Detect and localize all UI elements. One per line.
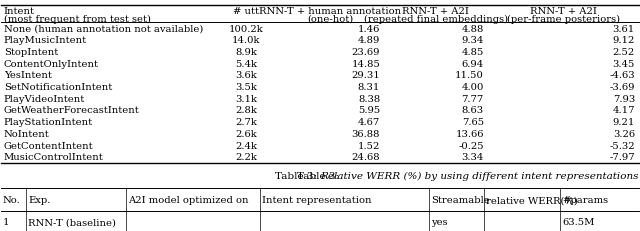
Text: (repeated final embeddings): (repeated final embeddings) bbox=[364, 14, 508, 23]
Text: Relative WERR (%) by using different intent representations (compared to RNN-T A: Relative WERR (%) by using different int… bbox=[320, 171, 640, 180]
Text: Intent representation: Intent representation bbox=[262, 195, 372, 204]
Text: 2.6k: 2.6k bbox=[236, 129, 257, 138]
Text: 11.50: 11.50 bbox=[455, 71, 484, 80]
Text: 1.46: 1.46 bbox=[358, 24, 380, 33]
Text: 1: 1 bbox=[3, 217, 9, 226]
Text: 4.85: 4.85 bbox=[461, 48, 484, 57]
Text: 14.0k: 14.0k bbox=[232, 36, 260, 45]
Text: #params: #params bbox=[562, 195, 608, 204]
Text: 14.85: 14.85 bbox=[351, 59, 380, 68]
Text: 1.52: 1.52 bbox=[358, 141, 380, 150]
Text: 6.94: 6.94 bbox=[461, 59, 484, 68]
Text: 24.68: 24.68 bbox=[351, 152, 380, 161]
Text: GetWeatherForecastIntent: GetWeatherForecastIntent bbox=[4, 106, 140, 115]
Text: 3.34: 3.34 bbox=[461, 152, 484, 161]
Text: 29.31: 29.31 bbox=[351, 71, 380, 80]
Text: 8.38: 8.38 bbox=[358, 94, 380, 103]
Text: NoIntent: NoIntent bbox=[4, 129, 49, 138]
Text: 3.26: 3.26 bbox=[612, 129, 635, 138]
Text: 4.17: 4.17 bbox=[612, 106, 635, 115]
Text: 4.67: 4.67 bbox=[358, 118, 380, 127]
Text: 9.21: 9.21 bbox=[612, 118, 635, 127]
Text: # utt: # utt bbox=[234, 6, 259, 15]
Text: 4.89: 4.89 bbox=[358, 36, 380, 45]
Text: None (human annotation not available): None (human annotation not available) bbox=[4, 24, 204, 33]
Text: StopIntent: StopIntent bbox=[4, 48, 58, 57]
Text: PlayMusicIntent: PlayMusicIntent bbox=[4, 36, 87, 45]
Text: 3.5k: 3.5k bbox=[236, 83, 257, 92]
Text: relative WERR(%): relative WERR(%) bbox=[486, 195, 578, 204]
Text: No.: No. bbox=[3, 195, 20, 204]
Text: 4.00: 4.00 bbox=[461, 83, 484, 92]
Text: 7.77: 7.77 bbox=[461, 94, 484, 103]
Text: 2.4k: 2.4k bbox=[236, 141, 257, 150]
Text: -7.97: -7.97 bbox=[609, 152, 635, 161]
Text: 8.31: 8.31 bbox=[358, 83, 380, 92]
Text: (one-hot): (one-hot) bbox=[307, 14, 353, 23]
Text: 63.5M: 63.5M bbox=[562, 217, 595, 226]
Text: 3.6k: 3.6k bbox=[236, 71, 257, 80]
Text: 2.7k: 2.7k bbox=[236, 118, 257, 127]
Text: MusicControlIntent: MusicControlIntent bbox=[4, 152, 104, 161]
Text: Table 3:: Table 3: bbox=[275, 171, 320, 180]
Text: -5.32: -5.32 bbox=[609, 141, 635, 150]
Text: -0.25: -0.25 bbox=[458, 141, 484, 150]
Text: 7.93: 7.93 bbox=[612, 94, 635, 103]
Text: GetContentIntent: GetContentIntent bbox=[4, 141, 93, 150]
Text: 2.8k: 2.8k bbox=[236, 106, 257, 115]
Text: PlayVideoIntent: PlayVideoIntent bbox=[4, 94, 85, 103]
Text: Table 3:: Table 3: bbox=[298, 171, 342, 180]
Text: Intent: Intent bbox=[4, 6, 35, 15]
Text: 2.2k: 2.2k bbox=[236, 152, 257, 161]
Text: 8.9k: 8.9k bbox=[236, 48, 257, 57]
Text: 5.95: 5.95 bbox=[358, 106, 380, 115]
Text: RNN-T + human annotation: RNN-T + human annotation bbox=[259, 6, 401, 15]
Text: SetNotificationIntent: SetNotificationIntent bbox=[4, 83, 112, 92]
Text: 3.45: 3.45 bbox=[612, 59, 635, 68]
Text: RNN-T + A2I: RNN-T + A2I bbox=[403, 6, 469, 15]
Text: 9.34: 9.34 bbox=[461, 36, 484, 45]
Text: Exp.: Exp. bbox=[28, 195, 51, 204]
Text: 3.61: 3.61 bbox=[612, 24, 635, 33]
Text: 4.88: 4.88 bbox=[461, 24, 484, 33]
Text: yes: yes bbox=[431, 217, 448, 226]
Text: -4.63: -4.63 bbox=[609, 71, 635, 80]
Text: PlayStationIntent: PlayStationIntent bbox=[4, 118, 93, 127]
Text: RNN-T + A2I: RNN-T + A2I bbox=[530, 6, 596, 15]
Text: -3.69: -3.69 bbox=[609, 83, 635, 92]
Text: 7.65: 7.65 bbox=[461, 118, 484, 127]
Text: YesIntent: YesIntent bbox=[4, 71, 52, 80]
Text: 3.1k: 3.1k bbox=[236, 94, 257, 103]
Text: 9.12: 9.12 bbox=[612, 36, 635, 45]
Text: 13.66: 13.66 bbox=[455, 129, 484, 138]
Text: RNN-T (baseline): RNN-T (baseline) bbox=[28, 217, 116, 226]
Text: (most frequent from test set): (most frequent from test set) bbox=[4, 14, 151, 23]
Text: (per-frame posteriors): (per-frame posteriors) bbox=[507, 14, 620, 23]
Text: ContentOnlyIntent: ContentOnlyIntent bbox=[4, 59, 99, 68]
Text: 36.88: 36.88 bbox=[351, 129, 380, 138]
Text: 100.2k: 100.2k bbox=[229, 24, 264, 33]
Text: Streamable: Streamable bbox=[431, 195, 490, 204]
Text: 2.52: 2.52 bbox=[612, 48, 635, 57]
Text: A2I model optimized on: A2I model optimized on bbox=[128, 195, 248, 204]
Text: 8.63: 8.63 bbox=[461, 106, 484, 115]
Text: 5.4k: 5.4k bbox=[236, 59, 257, 68]
Text: 23.69: 23.69 bbox=[351, 48, 380, 57]
